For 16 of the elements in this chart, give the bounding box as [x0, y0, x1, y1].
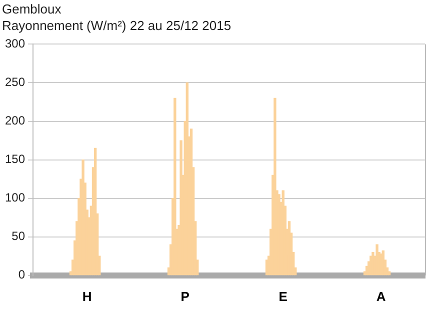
x-tick-label: E — [278, 288, 288, 304]
x-tick-label: A — [376, 288, 386, 304]
y-tick-label: 250 — [4, 75, 26, 90]
y-tick-label: 150 — [4, 152, 26, 166]
x-tick-label: H — [82, 288, 92, 304]
bar — [388, 271, 391, 276]
bar — [274, 98, 276, 276]
chart-title: Gembloux — [2, 1, 62, 16]
x-tick-label: P — [180, 288, 190, 304]
y-tick-label: 50 — [12, 229, 26, 244]
bar — [174, 98, 176, 276]
y-tick-label: 200 — [4, 114, 26, 128]
y-tick-label: 100 — [4, 190, 26, 205]
y-tick-label: 0 — [18, 268, 26, 282]
y-tick-label: 300 — [4, 36, 26, 51]
chart-subtitle: Rayonnement (W/m²) 22 au 25/12 2015 — [2, 18, 232, 33]
